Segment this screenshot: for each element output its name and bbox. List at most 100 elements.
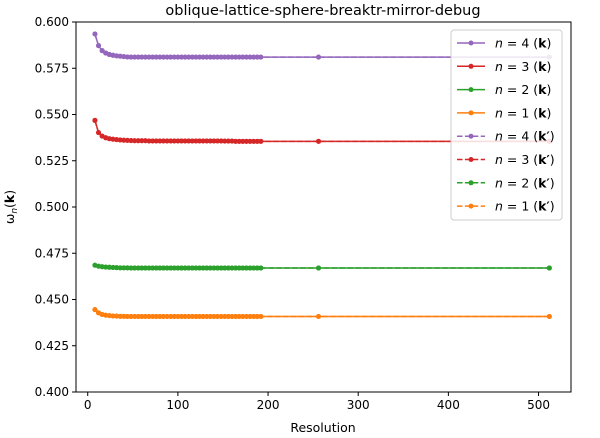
data-point [175, 314, 181, 320]
data-point [103, 312, 109, 318]
data-point [96, 43, 102, 49]
legend-entry: n = 4 (k) [457, 36, 551, 51]
data-point [114, 137, 120, 143]
data-point [160, 138, 166, 144]
data-point [139, 265, 145, 271]
data-point [236, 314, 242, 320]
data-point [124, 265, 130, 271]
legend-swatch-marker [468, 133, 474, 139]
data-point [207, 265, 213, 271]
data-point [171, 314, 177, 320]
data-point [207, 138, 213, 144]
data-point [229, 265, 235, 271]
data-point [229, 54, 235, 60]
data-point [110, 265, 116, 270]
data-point [124, 314, 130, 320]
data-point [164, 138, 170, 144]
data-point [211, 314, 217, 320]
data-point [316, 138, 322, 144]
y-tick-label: 0.600 [35, 15, 69, 29]
data-point [128, 314, 134, 320]
plot-area [75, 21, 572, 393]
data-point [189, 54, 195, 60]
data-point [92, 307, 98, 313]
data-point [197, 138, 203, 144]
legend-entry: n = 3 (k) [457, 59, 551, 74]
legend-label: n = 4 (k) [495, 36, 551, 51]
data-point [204, 314, 210, 320]
data-point [132, 138, 138, 144]
legend-entry: n = 1 (k′) [457, 199, 555, 214]
data-point [96, 130, 102, 136]
data-point [229, 138, 235, 144]
data-point [160, 265, 166, 271]
data-point [204, 54, 210, 60]
chart-title: oblique-lattice-sphere-breaktr-mirror-de… [165, 3, 480, 19]
legend-label: n = 2 (k) [495, 82, 551, 97]
data-point [258, 265, 264, 271]
data-point [316, 265, 322, 271]
data-point [193, 138, 199, 144]
data-point [215, 138, 221, 144]
data-point [218, 314, 224, 320]
data-point [114, 53, 120, 59]
legend-label: n = 3 (k′) [495, 152, 555, 167]
data-point [233, 314, 239, 320]
x-axis-label: Resolution [290, 420, 355, 435]
data-point [236, 54, 242, 60]
x-axis: 0 100 200 300 400 500 [84, 392, 550, 412]
data-point [211, 54, 217, 60]
data-point [178, 265, 184, 271]
y-axis: 0.400 0.425 0.450 0.475 0.500 0.525 0.550 0.575… [35, 15, 76, 399]
data-point [150, 265, 156, 271]
data-point [132, 265, 138, 271]
data-point [222, 265, 228, 271]
data-point [240, 138, 246, 144]
data-point [189, 314, 195, 320]
data-point [243, 265, 249, 271]
data-point [200, 54, 206, 60]
data-point [222, 314, 228, 320]
data-point [240, 314, 246, 320]
data-point [110, 313, 116, 319]
data-point [121, 54, 127, 60]
data-point [200, 138, 206, 144]
data-point [204, 265, 210, 271]
x-tick-label: 100 [166, 398, 189, 412]
data-point [106, 313, 112, 319]
data-point [117, 53, 123, 59]
data-point [247, 265, 253, 271]
y-axis-label-subscript: n [10, 208, 20, 214]
data-point [186, 314, 192, 320]
series-group [92, 307, 552, 320]
data-point [99, 264, 105, 270]
data-point [186, 138, 192, 144]
data-point [193, 314, 199, 320]
data-point [182, 54, 188, 60]
data-point [243, 138, 249, 144]
data-point [135, 138, 141, 144]
data-point [171, 54, 177, 60]
data-point [153, 314, 159, 320]
data-point [150, 314, 156, 320]
data-point [132, 54, 138, 60]
data-point [182, 314, 188, 320]
data-point [121, 137, 127, 143]
data-point [258, 314, 264, 320]
data-point [186, 54, 192, 60]
y-tick-label: 0.450 [35, 293, 69, 307]
y-tick-label: 0.400 [35, 385, 69, 399]
data-point [254, 54, 260, 60]
series-layer [92, 31, 552, 320]
data-point [225, 138, 231, 144]
legend-entry: n = 4 (k′) [457, 129, 555, 144]
data-point [135, 314, 141, 320]
data-point [128, 138, 134, 144]
y-tick-label: 0.525 [35, 154, 69, 168]
data-point [218, 138, 224, 144]
data-point [142, 314, 148, 320]
data-point [243, 314, 249, 320]
data-point [189, 265, 195, 271]
data-point [103, 264, 109, 270]
data-point [182, 265, 188, 271]
